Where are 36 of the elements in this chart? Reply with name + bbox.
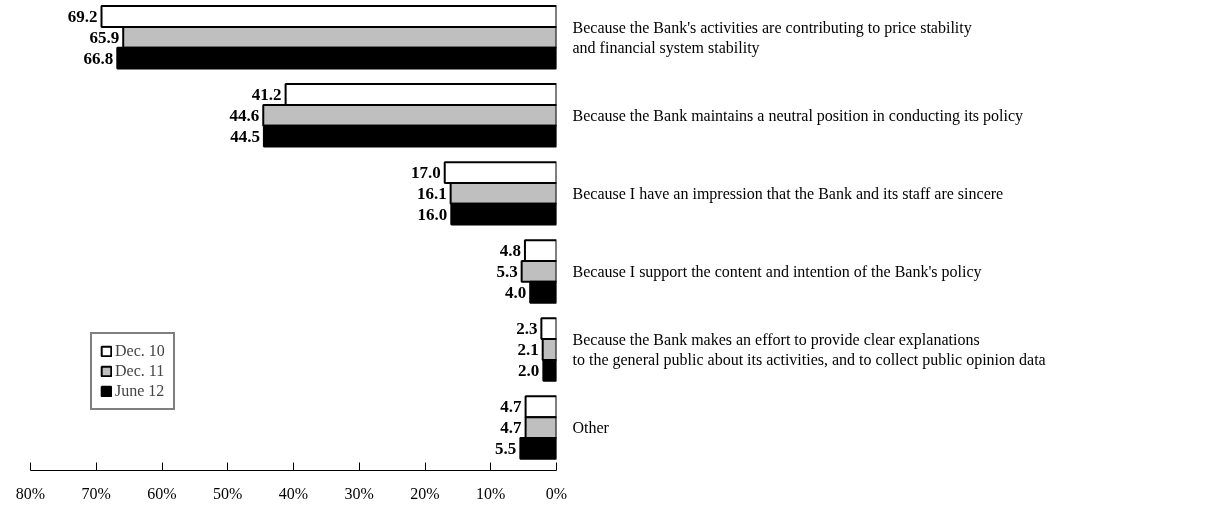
data-label: 16.1 (416, 183, 447, 203)
data-label: 16.0 (417, 204, 448, 224)
data-label: 65.9 (89, 27, 120, 47)
data-label: 5.3 (496, 261, 518, 281)
x-tick-label: 50% (213, 484, 243, 502)
legend-label: Dec. 10 (115, 342, 165, 360)
x-tick-label: 40% (278, 484, 309, 502)
x-tick-label: 60% (147, 484, 177, 502)
data-label: 44.5 (230, 126, 260, 146)
data-label: 17.0 (410, 163, 441, 183)
y-tick-label: Because the Bank maintains a neutral position in conducting its policy (572, 106, 1024, 125)
data-label: 2.3 (516, 319, 538, 339)
data-label: 4.7 (500, 397, 523, 417)
legend-label: June 12 (115, 382, 165, 400)
x-tick-label: 0% (545, 484, 568, 502)
y-tick-label: Because the Bank makes an effort to provide clear explanations to the general public about its activities, and to collect public opinion data (572, 330, 1046, 370)
y-tick-label: Because I support the content and intention of the Bank's policy (572, 262, 982, 281)
x-tick-label: 30% (344, 484, 374, 502)
data-label: 4.0 (504, 282, 527, 302)
y-tick-label: Other (572, 419, 610, 437)
data-label: 5.5 (495, 438, 517, 458)
data-label: 2.0 (518, 360, 540, 380)
data-label: 2.1 (517, 340, 539, 360)
x-tick-label: 10% (476, 484, 506, 502)
y-tick-label: Because I have an impression that the Bank and its staff are sincere (572, 184, 1004, 203)
y-tick-label: Because the Bank's activities are contributing to price stability and financial system stability (572, 18, 972, 57)
data-label: 44.6 (229, 105, 260, 125)
x-tick-label: 80% (15, 484, 46, 502)
legend-label: Dec. 11 (115, 362, 165, 380)
data-label: 66.8 (83, 48, 114, 68)
x-tick-label: 20% (410, 484, 440, 502)
data-label: 4.7 (500, 418, 523, 438)
data-label: 41.2 (251, 85, 282, 105)
x-tick-label: 70% (81, 484, 111, 502)
data-label: 4.8 (499, 241, 521, 261)
data-label: 69.2 (67, 6, 98, 26)
